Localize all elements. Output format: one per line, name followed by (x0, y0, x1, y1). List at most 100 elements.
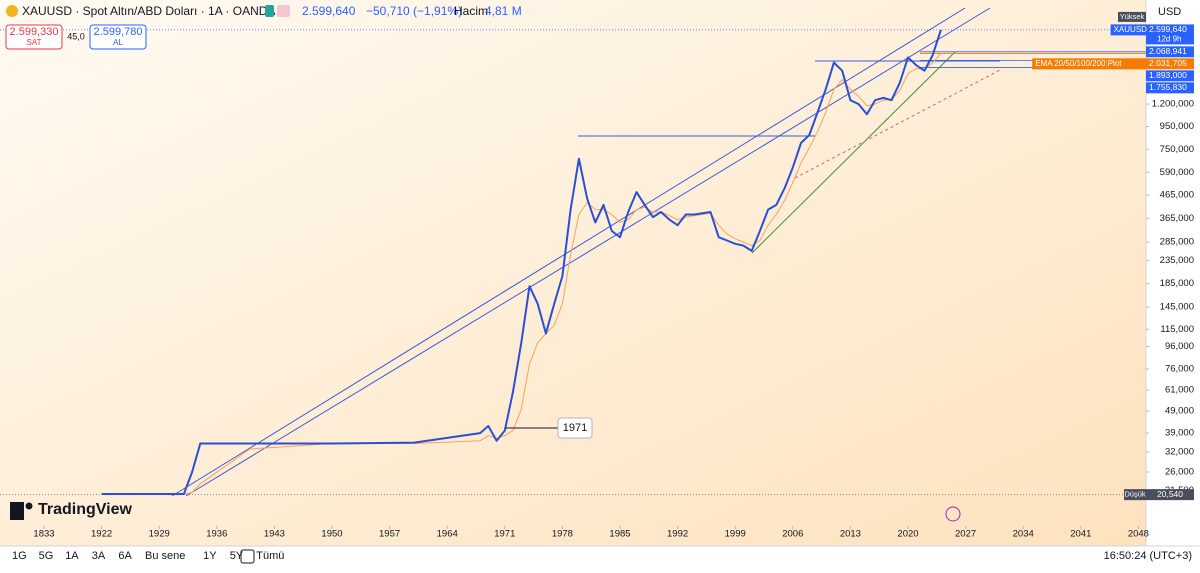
high-label: Yüksek (1120, 12, 1145, 21)
y-tick-label: 96,000 (1165, 341, 1194, 352)
x-tick-label: 1992 (667, 529, 688, 540)
marks (0, 29, 1146, 496)
range-button[interactable]: 5G (39, 550, 54, 562)
x-tick-label: 2048 (1128, 529, 1149, 540)
buy-label[interactable]: AL (113, 38, 123, 47)
status-icon (265, 5, 274, 17)
low-value: 20,540 (1157, 489, 1183, 499)
brand: TradingView (38, 501, 133, 518)
price-label-box (1146, 82, 1194, 94)
spread: 45,0 (67, 31, 85, 41)
y-tick-label: 61,000 (1165, 385, 1194, 396)
y-tick-label: 115,000 (1160, 324, 1194, 335)
price-label: 1.893,000 (1149, 70, 1187, 80)
x-tick-label: 2034 (1013, 529, 1034, 540)
range-button[interactable]: Bu sene (145, 550, 185, 562)
price-label-name-box (1032, 58, 1146, 70)
channel-line (185, 7, 991, 497)
series-line (101, 29, 942, 495)
y-tick-label: 1.200,000 (1152, 99, 1194, 110)
x-tick-label: 1978 (552, 529, 573, 540)
buy-price[interactable]: 2.599,780 (94, 26, 143, 38)
price-label-box (1146, 70, 1194, 82)
price-label-name: EMA 20/50/100/200:Plot (1035, 59, 1122, 68)
y-tick-label: 285,000 (1160, 237, 1194, 248)
dashed-line (794, 69, 1001, 179)
price-label-box (1146, 58, 1194, 70)
price-label: 2.031,705 (1149, 58, 1187, 68)
low-label: Düşük (1124, 490, 1146, 499)
x-tick-label: 2041 (1070, 529, 1091, 540)
y-tick-label: 145,000 (1160, 302, 1194, 313)
price-label: 2.068,941 (1149, 46, 1187, 56)
buy-button[interactable] (89, 24, 147, 50)
price-label-box (1146, 46, 1194, 58)
low-value-box (1146, 489, 1194, 501)
x-tick-label: 1971 (494, 529, 515, 540)
y-tick-label: 26,000 (1165, 467, 1194, 478)
x-tick-label: 1950 (321, 529, 342, 540)
x-tick-label: 1999 (725, 529, 746, 540)
volume-label: Hacim (454, 4, 488, 18)
currency[interactable]: USD (1158, 6, 1181, 18)
x-tick-label: 1957 (379, 529, 400, 540)
range-button[interactable]: 3A (92, 550, 106, 562)
range-button[interactable]: Tümü (256, 550, 284, 562)
x-tick-label: 1936 (206, 529, 227, 540)
y-tick-label: 235,000 (1160, 255, 1194, 266)
x-tick-label: 2020 (897, 529, 918, 540)
x-tick-label: 1964 (437, 529, 458, 540)
low-label-box (1124, 489, 1146, 501)
date-range-button[interactable] (240, 549, 255, 564)
header-price: 2.599,640 (302, 4, 356, 18)
y-tick-label: 76,000 (1165, 364, 1194, 375)
plot-background (0, 0, 1146, 546)
support-line (751, 51, 956, 254)
price-label: 2.599,640 (1149, 24, 1187, 34)
x-tick-label: 1985 (609, 529, 630, 540)
range-button[interactable]: 1A (65, 550, 79, 562)
volume-value: 4,81 M (485, 4, 522, 18)
sell-label[interactable]: SAT (27, 38, 42, 47)
y-tick-label: 49,000 (1165, 406, 1194, 417)
channel-line (171, 7, 966, 497)
y-tick-label: 32,000 (1165, 447, 1194, 458)
range-button[interactable]: 1G (12, 550, 27, 562)
x-tick-label: 1922 (91, 529, 112, 540)
header-change: −50,710 (−1,91%) (366, 4, 462, 18)
price-label: 1.755,830 (1149, 82, 1187, 92)
price-label-name-box (1110, 24, 1146, 36)
y-tick-label: 185,000 (1160, 278, 1194, 289)
logo-mark (10, 502, 24, 520)
price-label-box (1146, 24, 1194, 45)
x-tick-label: 1833 (33, 529, 54, 540)
y-tick-label: 750,000 (1160, 144, 1194, 155)
x-tick-label: 2006 (782, 529, 803, 540)
symbol-icon (6, 5, 18, 17)
range-button[interactable]: 6A (118, 550, 132, 562)
x-tick-label: 1929 (149, 529, 170, 540)
high-label-box (1118, 11, 1146, 22)
x-tick-label: 2013 (840, 529, 861, 540)
range-button[interactable]: 1Y (203, 550, 217, 562)
x-tick-label: 1943 (264, 529, 285, 540)
sell-price[interactable]: 2.599,330 (10, 26, 59, 38)
symbol-title: XAUUSD · Spot Altın/ABD Doları · 1A · OA… (22, 4, 275, 18)
y-tick-label: 365,000 (1160, 213, 1194, 224)
countdown: 12d 9h (1157, 35, 1181, 44)
x-tick-label: 2027 (955, 529, 976, 540)
range-button[interactable]: 5Y (230, 550, 244, 562)
y-tick-label: 590,000 (1160, 167, 1194, 178)
y-tick-label: 39,000 (1165, 428, 1194, 439)
toolbar: 1G 5G 1A 3A 6A Bu sene 1Y 5Y Tümü (12, 550, 284, 562)
y-tick-label: 950,000 (1160, 121, 1194, 132)
price-label-name: XAUUSD (1114, 25, 1148, 34)
annotation: 1971 (563, 422, 587, 434)
event-icon[interactable] (945, 506, 961, 522)
logo-mark (25, 502, 33, 510)
clock: 16:50:24 (UTC+3) (1104, 550, 1192, 562)
annotation-box (557, 417, 593, 439)
status-icon (277, 5, 290, 17)
sell-button[interactable] (5, 24, 63, 50)
y-tick-label: 465,000 (1160, 190, 1194, 201)
